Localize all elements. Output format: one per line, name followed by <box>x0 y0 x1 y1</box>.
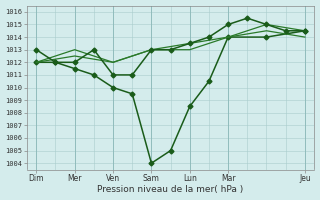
X-axis label: Pression niveau de la mer( hPa ): Pression niveau de la mer( hPa ) <box>98 185 244 194</box>
